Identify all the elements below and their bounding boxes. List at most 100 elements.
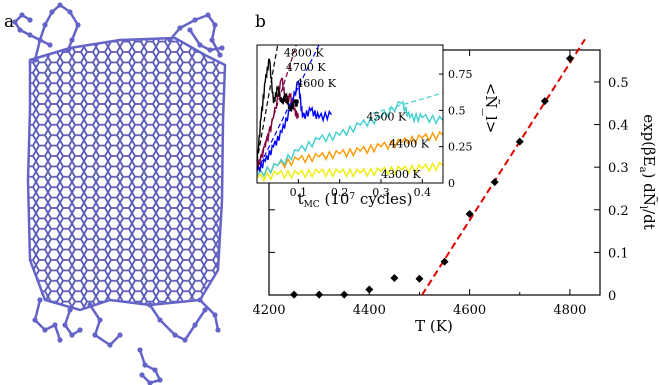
carbon-atom (219, 45, 225, 51)
main-x-ticks: 4200 4400 4600 4800 (252, 50, 586, 318)
carbon-atom (209, 37, 215, 43)
main-plot: 4200 4400 4600 4800 00.10.20.30.40.5 T (K) … (252, 38, 658, 335)
inset-y-ticks: 0 0.25 0.5 0.75 (439, 68, 473, 190)
data-point (290, 290, 299, 299)
carbon-atom (137, 347, 143, 353)
panel-label-b: b (255, 12, 266, 32)
carbon-chain (188, 29, 223, 52)
graphene-sheet-body (26, 36, 227, 312)
carbon-atom (152, 367, 158, 373)
carbon-atom (177, 25, 183, 31)
carbon-atom (27, 17, 33, 23)
inset-y-tick-label: 0.75 (448, 68, 473, 81)
main-x-tick-label: 4400 (353, 303, 386, 318)
inset-x-axis-label: tMC (107 cycles) (298, 190, 413, 210)
data-point (315, 290, 324, 299)
data-point (440, 257, 449, 266)
carbon-atom (192, 17, 198, 23)
inset-x-tick-label: 0.4 (414, 186, 432, 199)
carbon-atom (57, 337, 63, 343)
main-data-points (290, 54, 574, 299)
data-point (415, 274, 424, 283)
carbon-atom (69, 37, 75, 43)
series-fit-line (256, 44, 297, 169)
carbon-atom (217, 52, 223, 58)
carbon-atom (47, 42, 53, 48)
carbon-atom (17, 27, 23, 33)
inset-y-axis-label: <Ñ_l> (482, 83, 500, 134)
series-line (256, 58, 299, 162)
carbon-atom (157, 377, 163, 383)
carbon-atom (212, 22, 218, 28)
inset-x-tick-label: 0.3 (372, 186, 390, 199)
carbon-atom (32, 317, 38, 323)
main-y-tick-label: 0 (608, 289, 616, 304)
data-point (365, 285, 374, 294)
series-label: 4300 K (381, 168, 421, 181)
carbon-atom (142, 362, 148, 368)
data-point (515, 137, 524, 146)
carbon-atom (37, 297, 43, 303)
carbon-atom (65, 47, 71, 53)
data-point (465, 210, 474, 219)
series-line (256, 161, 444, 183)
main-x-tick-label: 4800 (553, 303, 586, 318)
carbon-chain-fragments (12, 2, 225, 385)
main-y-tick-label: 0.5 (608, 76, 629, 91)
main-y-tick-label: 0.3 (608, 161, 629, 176)
inset-y-tick-label: 0 (448, 177, 455, 190)
carbon-atom (187, 27, 193, 33)
carbon-atom (157, 317, 163, 323)
main-y-tick-label: 0.4 (608, 119, 629, 134)
data-point (390, 273, 399, 282)
carbon-atom (69, 332, 75, 338)
carbon-atom (139, 372, 145, 378)
carbon-atom (77, 327, 83, 333)
series-fit-line (256, 44, 279, 162)
carbon-chain (33, 299, 62, 341)
carbon-atom (57, 2, 63, 8)
carbon-atom (147, 302, 153, 308)
carbon-atom (27, 32, 33, 38)
series-fit-line (372, 92, 444, 114)
data-point (340, 290, 349, 299)
carbon-atom (202, 307, 208, 313)
inset-fit-lines (256, 44, 444, 172)
carbon-atom (197, 297, 203, 303)
series-label: 4700 K (286, 61, 326, 74)
carbon-atom (62, 322, 68, 328)
carbon-atom (212, 312, 218, 318)
fit-line (421, 38, 586, 296)
inset-series-lines (256, 58, 444, 183)
series-line (256, 100, 444, 178)
series-label: 4400 K (389, 137, 429, 150)
series-label: 4800 K (284, 47, 324, 60)
carbon-atom (192, 322, 198, 328)
carbon-atom (197, 42, 203, 48)
main-y-tick-label: 0.2 (608, 204, 629, 219)
carbon-atom (42, 22, 48, 28)
main-x-axis-label: T (K) (415, 317, 453, 335)
carbon-atom (92, 332, 98, 338)
carbon-chain (88, 304, 121, 347)
series-label: 4500 K (367, 111, 407, 124)
carbon-atom (215, 327, 221, 333)
graphene-sheet-image (12, 2, 227, 385)
data-point (565, 54, 574, 63)
main-fit-line (421, 38, 586, 296)
carbon-atom (207, 47, 213, 53)
carbon-atom (117, 332, 123, 338)
carbon-atom (67, 9, 73, 15)
carbon-atom (52, 322, 58, 328)
main-x-tick-label: 4200 (252, 303, 285, 318)
carbon-atom (67, 307, 73, 313)
main-y-ticks: 0 0.1 0.2 0.3 0.4 0.5 (269, 76, 629, 304)
inset-y-tick-label: 0.25 (448, 141, 473, 154)
carbon-chain (148, 304, 207, 342)
carbon-atom (172, 332, 178, 338)
carbon-atom (42, 327, 48, 333)
carbon-atom (205, 12, 211, 18)
inset-y-tick-label: 0.5 (448, 104, 466, 117)
